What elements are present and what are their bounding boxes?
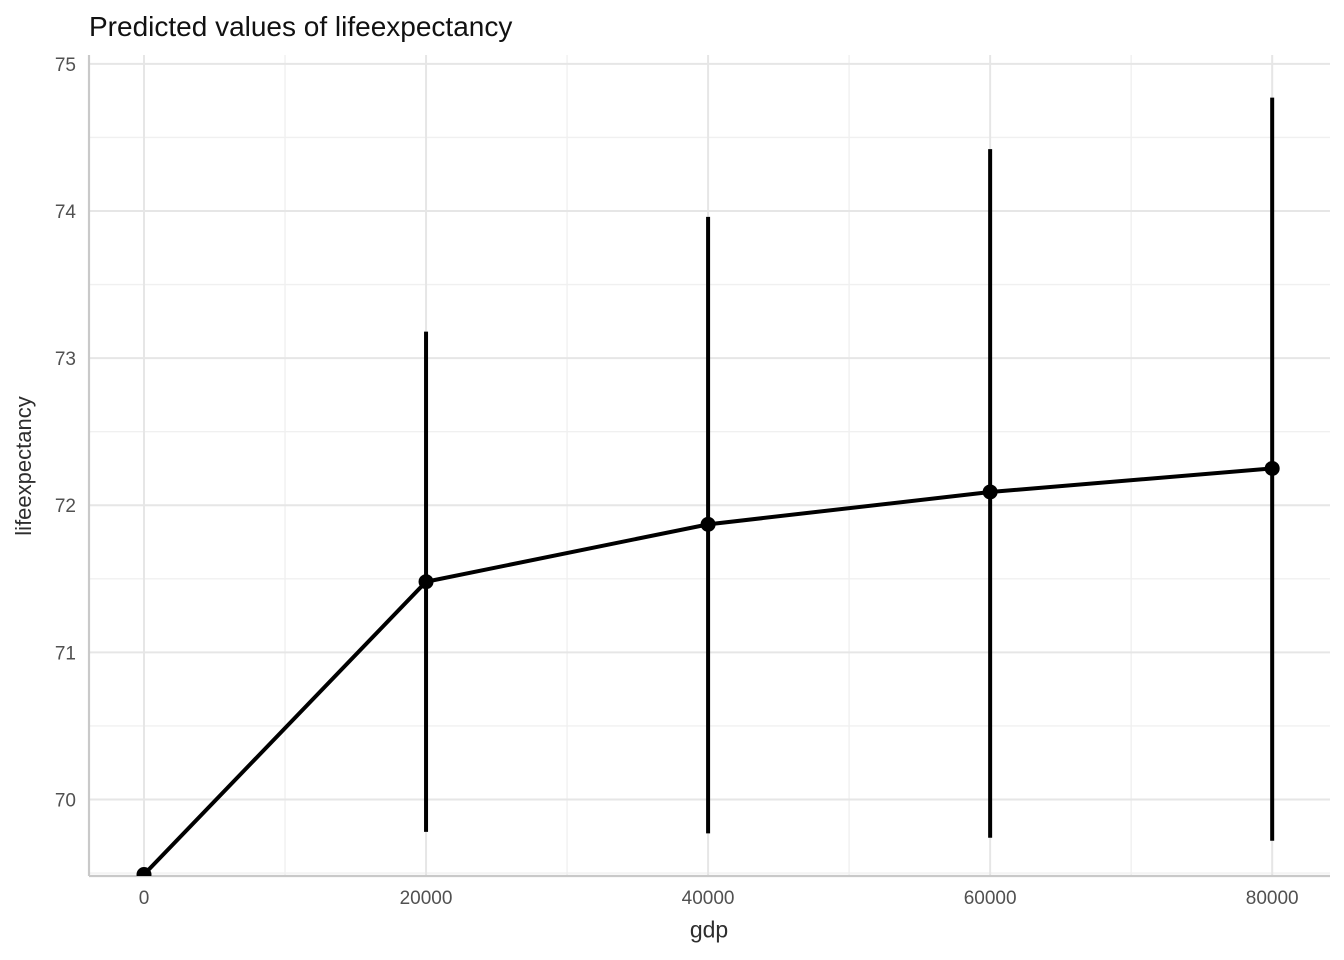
data-point (700, 516, 716, 532)
data-layer (136, 97, 1280, 876)
chart-title: Predicted values of lifeexpectancy (89, 11, 513, 42)
x-tick-label: 80000 (1246, 888, 1299, 909)
y-tick-label: 70 (55, 790, 76, 811)
x-tick-label: 20000 (400, 888, 453, 909)
y-tick-label: 71 (55, 643, 76, 664)
data-point (136, 867, 152, 876)
x-axis-title: gdp (689, 916, 729, 943)
data-point (1264, 460, 1280, 476)
x-tick-label: 40000 (682, 888, 735, 909)
data-point (982, 484, 998, 500)
x-tick-label: 0 (139, 888, 150, 909)
data-point (418, 574, 434, 590)
y-tick-label: 72 (55, 496, 76, 517)
y-axis-title: lifeexpectancy (11, 396, 36, 536)
x-tick-label: 60000 (964, 888, 1017, 909)
y-tick-label: 73 (55, 349, 76, 370)
y-tick-label: 75 (55, 55, 76, 76)
y-tick-label: 74 (55, 202, 77, 223)
